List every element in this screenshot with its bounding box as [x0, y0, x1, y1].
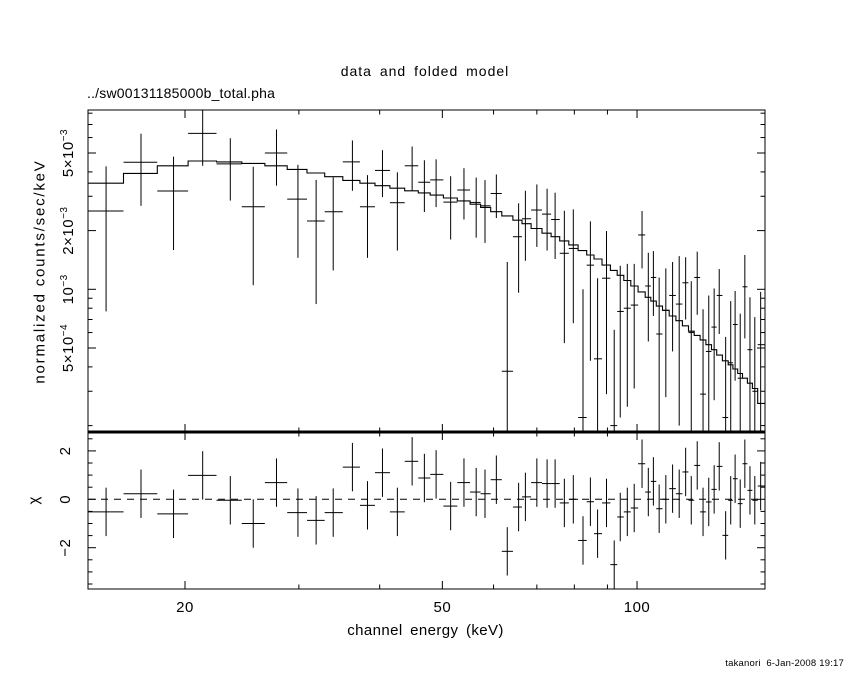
- timestamp: takanori 6-Jan-2008 19:17: [725, 658, 844, 669]
- chi-tick-label: 0: [57, 495, 74, 504]
- axes-frame: [87, 109, 766, 590]
- spectrum-data-points: [88, 110, 766, 432]
- y-tick-label: 2×10−3: [59, 206, 77, 254]
- chi-residual-points: [88, 437, 766, 589]
- plot-title: data and folded model: [340, 63, 510, 79]
- y-tick-label: 5×10−4: [59, 324, 77, 372]
- x-tick-labels: 20 50 100: [176, 599, 650, 616]
- y-tick-label: 5×10−3: [59, 129, 77, 177]
- y-axis-label: normalized counts/sec/keV: [31, 159, 49, 384]
- y-tick-label: 10−3: [59, 274, 77, 304]
- y-tick-labels: 5×10−3 2×10−3 10−3 5×10−4 2 0 −2: [57, 129, 77, 557]
- model-histogram: [88, 160, 766, 404]
- chi-tick-label: −2: [57, 539, 74, 557]
- x-tick-label: 20: [176, 599, 194, 616]
- chi-axis-label: χ: [25, 496, 43, 505]
- x-tick-label: 50: [434, 599, 452, 616]
- file-label: ../sw00131185000b_total.pha: [87, 85, 276, 101]
- chi-tick-label: 2: [57, 446, 74, 455]
- x-tick-label: 100: [624, 599, 651, 616]
- x-axis-label: channel energy (keV): [347, 622, 504, 639]
